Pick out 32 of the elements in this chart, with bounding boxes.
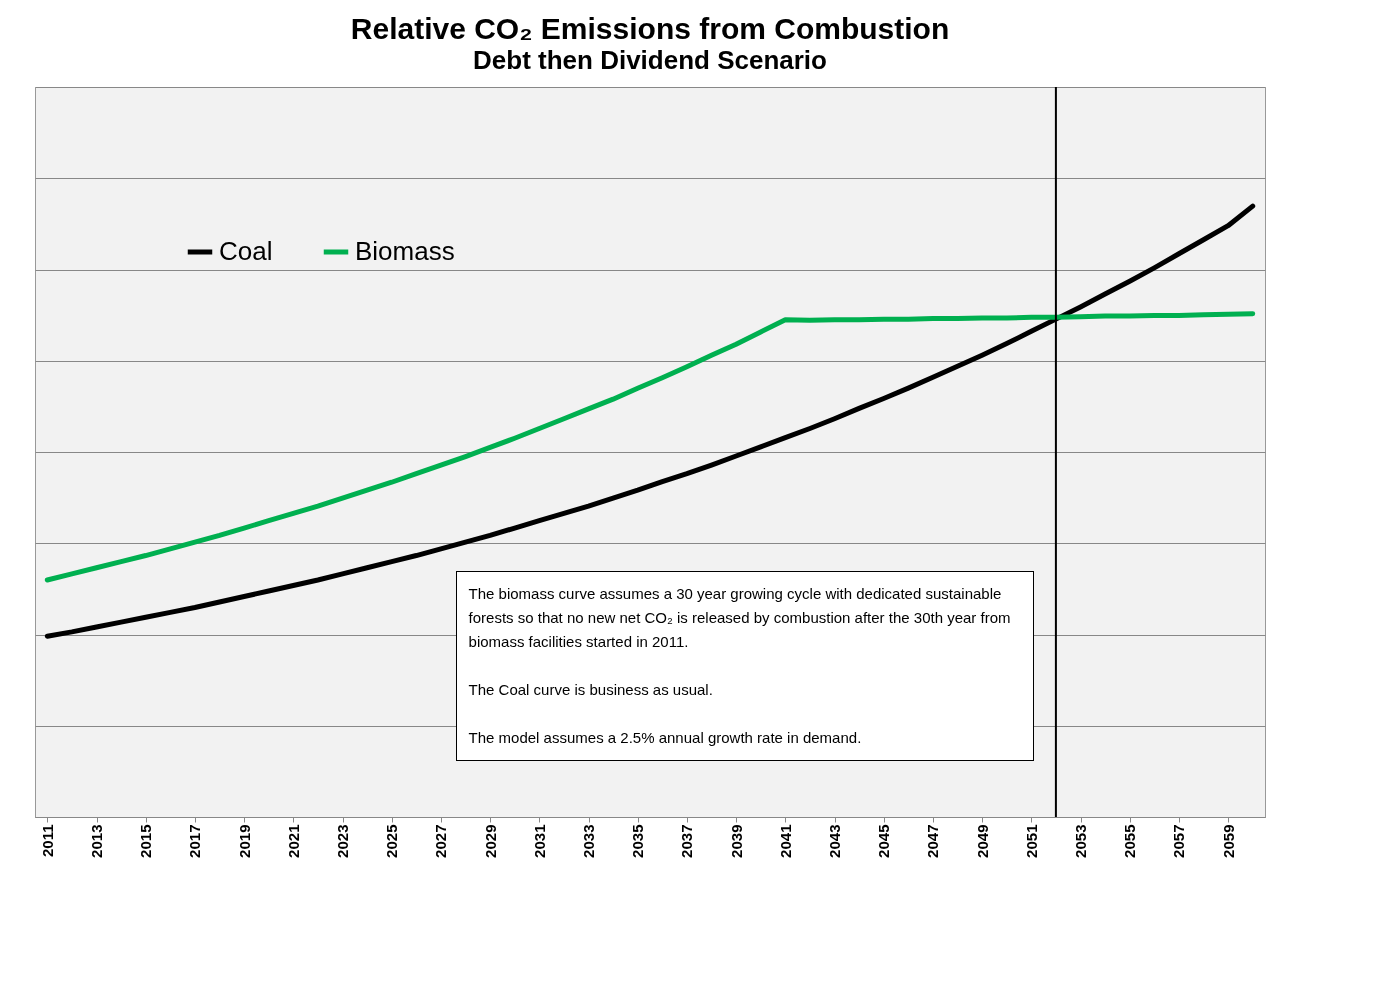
x-tick-label: 2059 <box>1219 824 1237 858</box>
x-tick-label: 2053 <box>1072 824 1089 858</box>
x-tick-label: 2029 <box>481 824 499 858</box>
legend-label: Coal <box>219 236 273 266</box>
x-tick-label: 2039 <box>727 824 745 858</box>
x-tick-label: 2037 <box>678 824 696 858</box>
x-tick-label: 2043 <box>826 824 843 858</box>
legend-label: Biomass <box>355 236 455 266</box>
x-tick-label: 2017 <box>186 824 204 858</box>
chart-subtitle: Debt then Dividend Scenario <box>473 45 827 75</box>
annotation: The Coal curve is business as usual. <box>468 680 714 701</box>
x-tick-label: 2051 <box>1022 824 1040 858</box>
x-tick-label: 2057 <box>1170 824 1188 858</box>
x-tick-label: 2021 <box>284 824 302 858</box>
x-tick-label: 2055 <box>1121 824 1139 858</box>
x-tick-label: 2027 <box>432 824 450 858</box>
x-tick-label: 2041 <box>776 824 794 858</box>
chart-title: Relative CO₂ Emissions from Combustion <box>350 12 950 45</box>
x-tick-label: 2015 <box>137 824 155 858</box>
x-tick-label: 2045 <box>875 824 893 858</box>
annotation: The model assumes a 2.5% annual growth rate in demand. <box>468 728 863 749</box>
x-tick-label: 2011 <box>38 824 56 858</box>
x-tick-label: 2023 <box>334 824 351 858</box>
annotation: The biomass curve assumes a 30 year growing cycle with dedicated sustainable forests so that no new net CO₂ is released by combustion after the 30th year from biomass facilities started in 2011. <box>468 584 1012 653</box>
x-tick-label: 2047 <box>924 824 942 858</box>
x-tick-label: 2025 <box>383 824 401 858</box>
x-tick-label: 2033 <box>580 824 597 858</box>
x-tick-label: 2031 <box>530 824 548 858</box>
x-tick-label: 2019 <box>235 824 253 858</box>
x-tick-label: 2049 <box>973 824 991 858</box>
x-tick-label: 2013 <box>88 824 105 858</box>
x-tick-label: 2035 <box>629 824 647 858</box>
